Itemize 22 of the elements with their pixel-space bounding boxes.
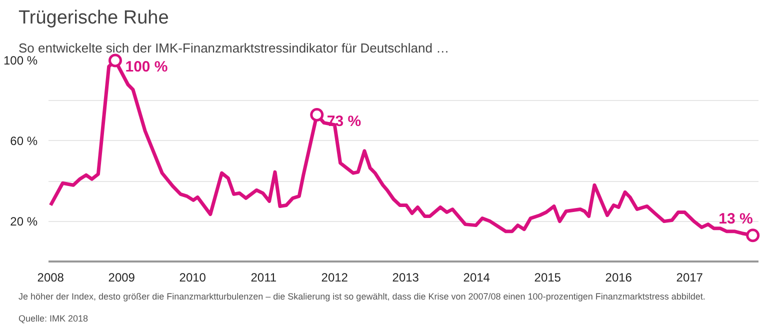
x-tick-label: 2010 [179,270,206,284]
y-tick-label: 100 % [3,54,38,68]
text: Je höher der Index, desto größer die Finanzmarktturbulenzen – die Skalierung ist so gewählt, dass die Krise von 2007/08 einen 100-prozentigen Finanzmarktstress abbildet. [18,292,706,302]
x-tick-label: 2011 [250,270,277,284]
point [108,54,122,68]
source-note: Quelle: IMK 2018 [18,314,88,324]
x-tick-label: 2016 [605,270,632,284]
annotation: 13 % [718,210,753,228]
x-tick-label: 2017 [676,270,704,284]
point [746,228,760,242]
x-tick-label: 2008 [37,270,64,284]
point [310,108,324,122]
annotation: 100 % [125,58,168,76]
x-tick-label: 2012 [321,270,348,284]
x-tick-label: 2015 [534,270,562,284]
y-tick-label: 60 % [10,134,38,148]
x-tick-label: 2009 [108,270,136,284]
x-tick-label: 2014 [463,270,490,284]
chart-subtitle: So entwickelte sich der IMK-Finanzmarktstressindikator für Deutschland … [18,40,450,56]
y-tick-label: 20 % [10,214,38,228]
x-tick-label: 2013 [392,270,420,284]
chart-title: Trügerische Ruhe [18,8,169,28]
